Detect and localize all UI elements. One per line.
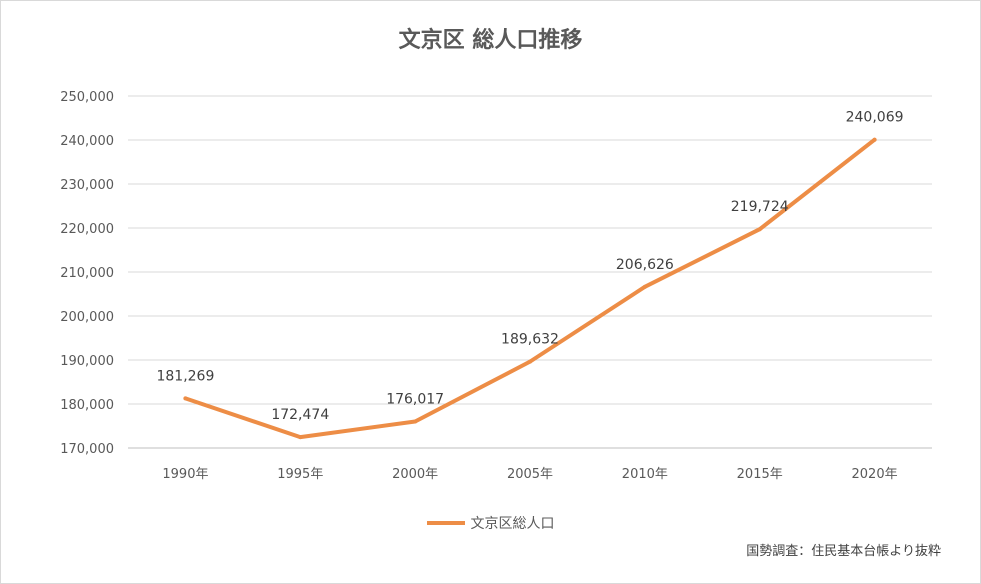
x-axis-ticks: 1990年 1995年 2000年 2005年 2010年 2015年 2020年 (162, 467, 897, 482)
legend: 文京区総人口 (0, 513, 981, 533)
x-tick-label: 2015年 (737, 467, 783, 482)
x-tick-label: 1995年 (277, 467, 323, 482)
legend-swatch (426, 521, 465, 525)
y-tick-label: 170,000 (60, 442, 114, 457)
data-label: 189,632 (501, 332, 559, 348)
y-tick-label: 250,000 (60, 90, 114, 105)
x-tick-label: 2010年 (622, 467, 668, 482)
gridlines (128, 95, 932, 449)
y-tick-label: 180,000 (60, 398, 114, 413)
y-tick-label: 190,000 (60, 354, 114, 369)
x-tick-label: 2005年 (507, 467, 553, 482)
x-tick-label: 2000年 (392, 467, 438, 482)
legend-label: 文京区総人口 (470, 516, 555, 532)
data-label: 219,724 (731, 199, 789, 215)
data-point (183, 396, 188, 401)
data-label: 240,069 (846, 110, 904, 126)
data-label: 206,626 (616, 257, 674, 273)
y-tick-label: 220,000 (60, 222, 114, 237)
y-tick-label: 210,000 (60, 266, 114, 281)
x-tick-label: 1990年 (162, 467, 208, 482)
data-point (872, 137, 877, 142)
data-label: 181,269 (156, 368, 214, 384)
x-tick-label: 2020年 (852, 467, 898, 482)
data-point (528, 359, 532, 364)
data-point (757, 227, 762, 232)
y-axis-ticks: 170,000 180,000 190,000 200,000 210,000 220,0… (60, 90, 114, 457)
data-point (298, 435, 303, 440)
y-tick-label: 200,000 (60, 310, 114, 325)
data-labels: 181,269 172,474 176,017 189,632 206,626 219,7… (156, 110, 903, 423)
series-line-layer (183, 137, 877, 440)
data-label: 176,017 (386, 392, 444, 408)
chart-title: 文京区 総人口推移 (398, 28, 583, 53)
y-tick-label: 230,000 (60, 178, 114, 193)
y-tick-label: 240,000 (60, 134, 114, 149)
data-label: 172,474 (271, 407, 329, 423)
data-point (413, 419, 418, 424)
source-note: 国勢調査：住民基本台帳より抜粋 (746, 544, 941, 559)
data-point (642, 284, 647, 289)
